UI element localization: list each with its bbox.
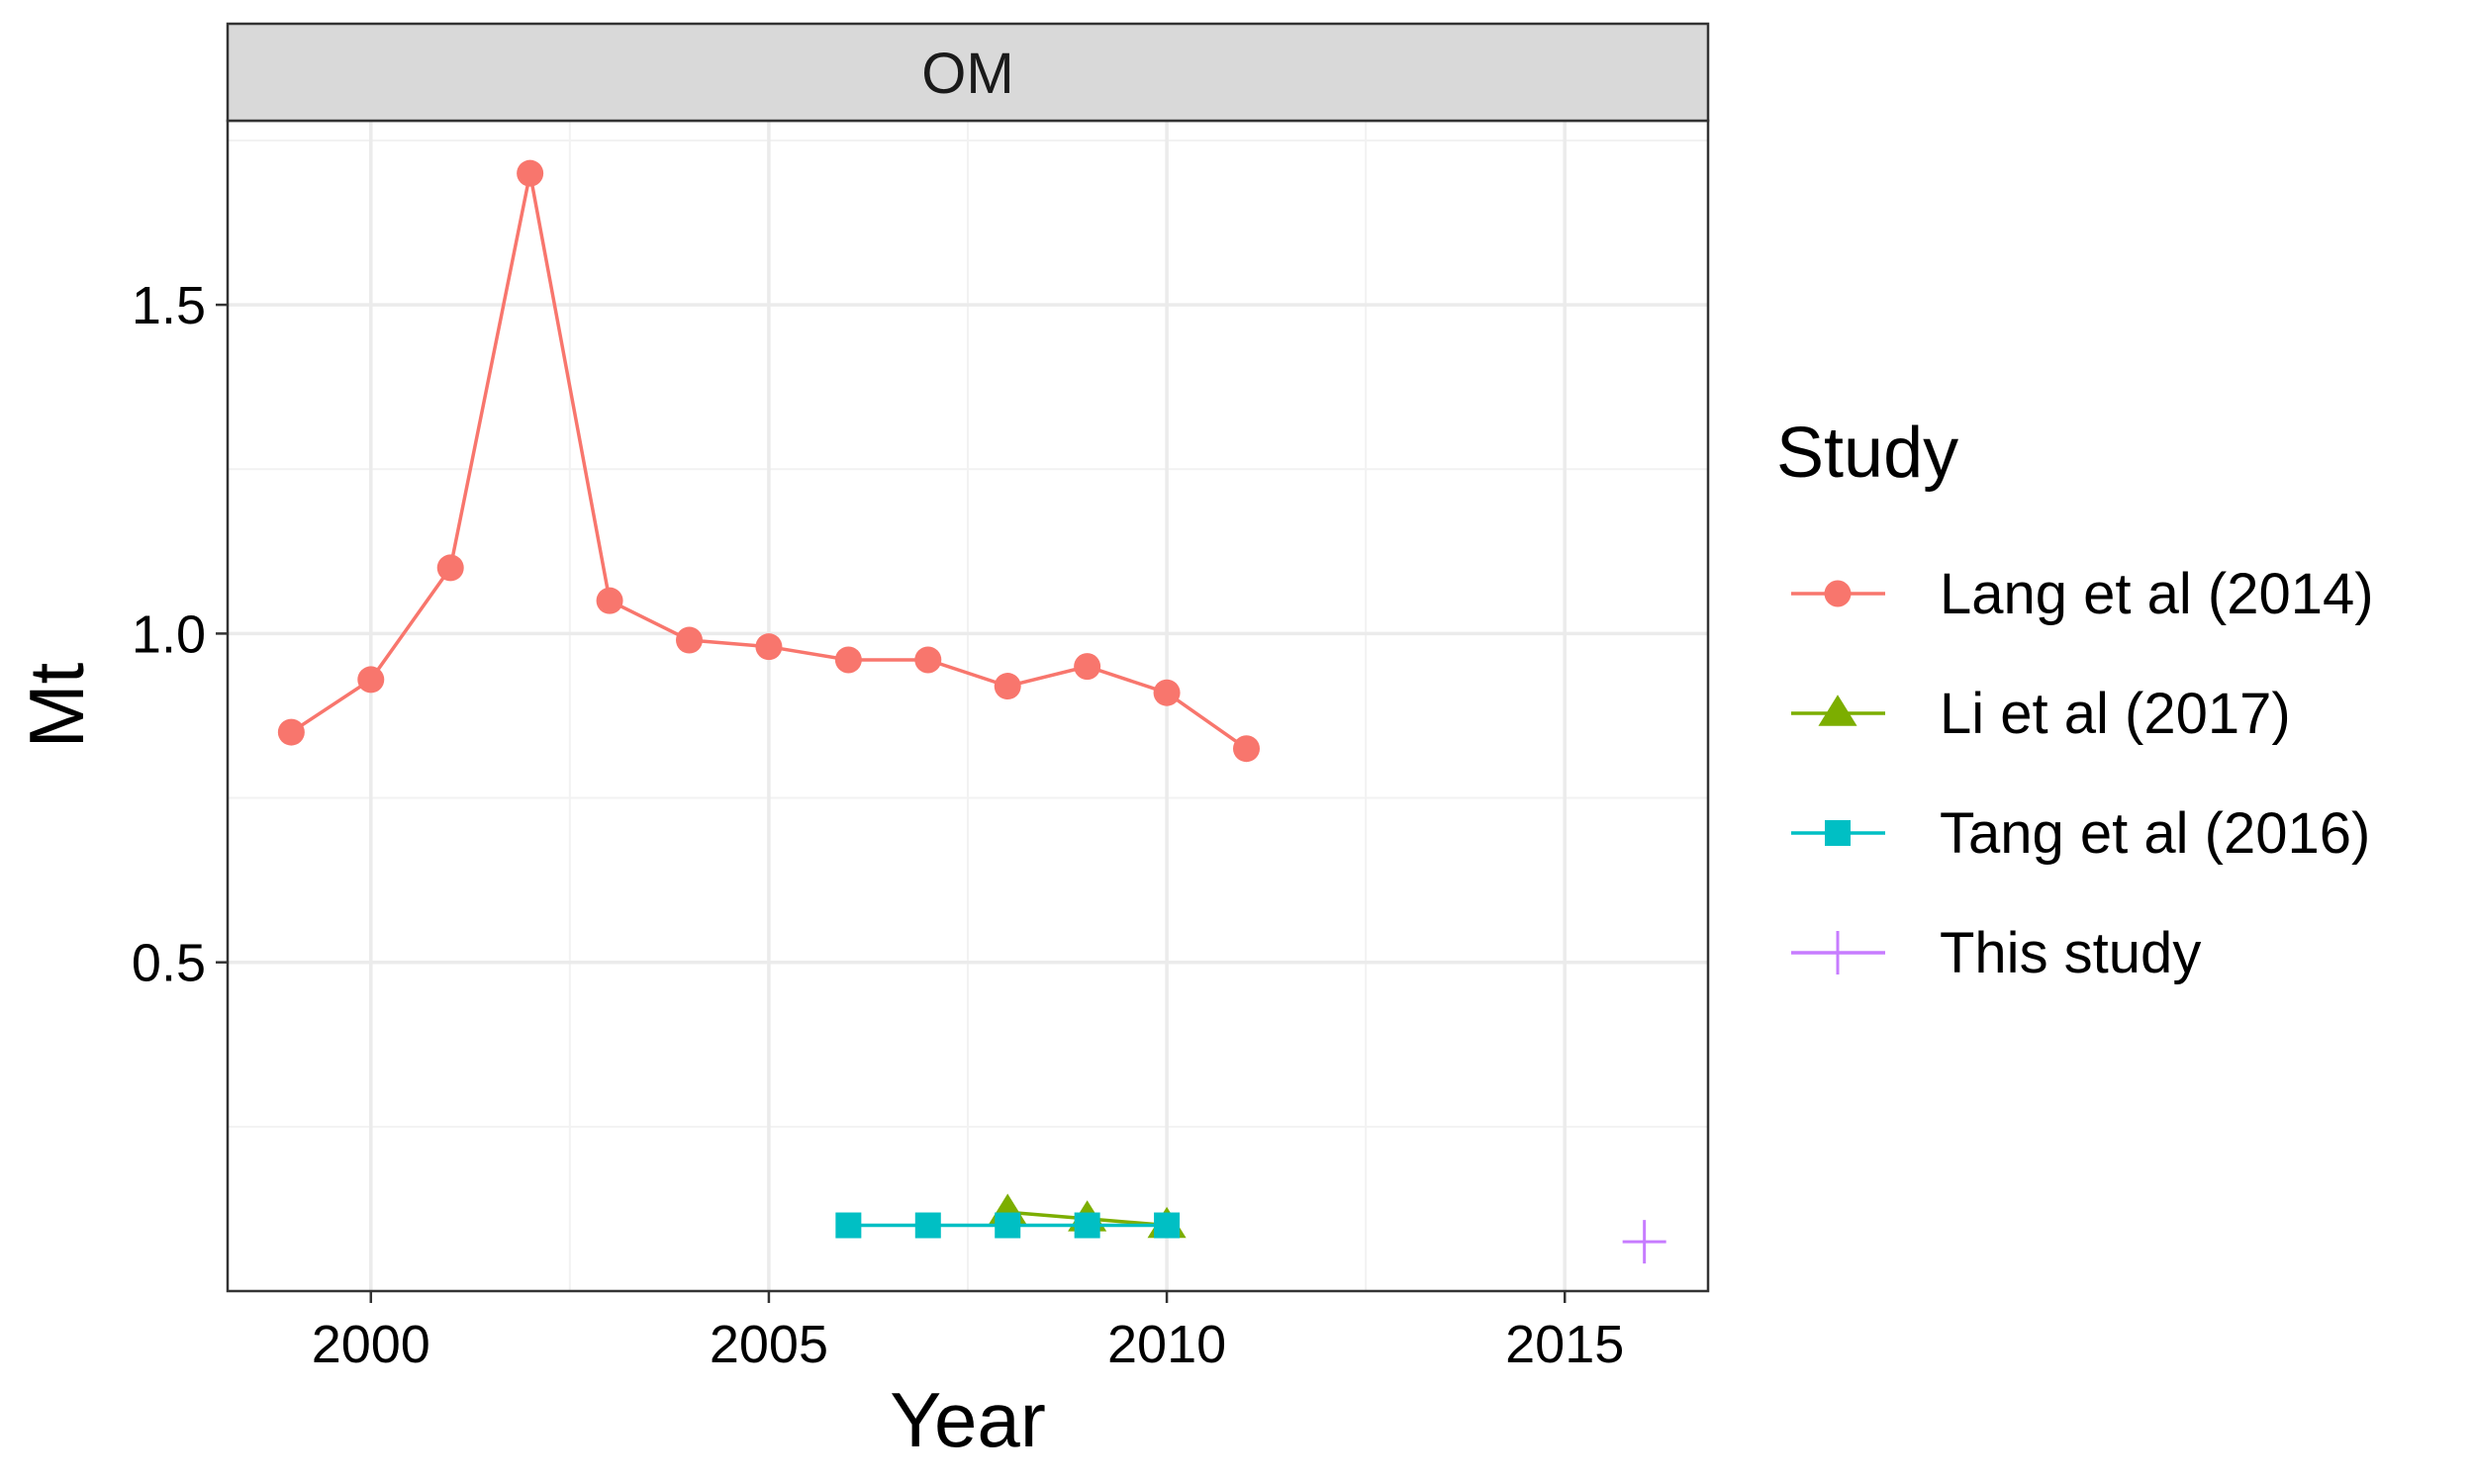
x-axis: 2000 2005 2010 2015 bbox=[312, 1291, 1624, 1374]
legend-item: Li et al (2017) bbox=[1791, 682, 2291, 746]
legend-item: Lang et al (2014) bbox=[1791, 562, 2374, 626]
legend-item: This study bbox=[1791, 921, 2201, 985]
legend-key-marker bbox=[1816, 931, 1859, 974]
minor-gridlines bbox=[228, 121, 1708, 1291]
legend-key-marker bbox=[1818, 695, 1857, 726]
series-this-study bbox=[1622, 1220, 1666, 1264]
facet-strip-label: OM bbox=[921, 42, 1013, 106]
plot-panel bbox=[226, 119, 1710, 1293]
x-axis-title: Year bbox=[890, 1376, 1046, 1463]
x-tick-label: 2000 bbox=[312, 1315, 430, 1374]
y-tick-label: 1.0 bbox=[132, 604, 206, 664]
data-point bbox=[1233, 735, 1261, 763]
data-point bbox=[1622, 1220, 1666, 1264]
data-point bbox=[914, 646, 942, 674]
legend-label: Tang et al (2016) bbox=[1940, 801, 2370, 866]
legend-label: Lang et al (2014) bbox=[1940, 562, 2374, 626]
y-axis: 0.5 1.0 1.5 bbox=[132, 276, 228, 993]
legend-items: Lang et al (2014) Li et al (2017) Tang et … bbox=[1791, 562, 2374, 985]
legend: Study Lang et al (2014) Li et al (2017) Ta… bbox=[1776, 414, 2374, 985]
data-point bbox=[995, 1212, 1021, 1239]
facet-strip: OM bbox=[226, 22, 1710, 123]
y-axis-title: Mt bbox=[13, 662, 100, 748]
legend-label: This study bbox=[1940, 921, 2201, 985]
data-point bbox=[1074, 1212, 1100, 1239]
data-point bbox=[596, 587, 623, 614]
data-point bbox=[1153, 679, 1181, 706]
data-point bbox=[834, 646, 862, 674]
data-point bbox=[357, 666, 385, 694]
data-point bbox=[914, 1212, 941, 1239]
legend-key-marker bbox=[1824, 580, 1852, 607]
facet-strip-background bbox=[226, 22, 1710, 123]
data-point bbox=[755, 633, 783, 661]
y-tick-label: 1.5 bbox=[132, 276, 206, 335]
legend-key-marker bbox=[1825, 820, 1851, 846]
legend-title: Study bbox=[1776, 414, 1958, 493]
series-layer bbox=[277, 159, 1666, 1264]
data-point bbox=[1074, 653, 1101, 681]
x-tick-label: 2005 bbox=[710, 1315, 828, 1374]
data-point bbox=[1154, 1212, 1181, 1239]
data-point bbox=[835, 1212, 862, 1239]
series-tang-et-al-2016 bbox=[835, 1212, 1181, 1239]
y-tick-label: 0.5 bbox=[132, 934, 206, 993]
data-point bbox=[277, 718, 305, 746]
series-lang-et-al-2014 bbox=[277, 159, 1261, 763]
data-point bbox=[675, 626, 703, 654]
legend-label: Li et al (2017) bbox=[1940, 682, 2291, 746]
data-point bbox=[994, 673, 1021, 700]
legend-item: Tang et al (2016) bbox=[1791, 801, 2370, 866]
data-point bbox=[436, 554, 464, 582]
x-tick-label: 2015 bbox=[1505, 1315, 1624, 1374]
x-tick-label: 2010 bbox=[1107, 1315, 1226, 1374]
data-point bbox=[517, 159, 544, 187]
